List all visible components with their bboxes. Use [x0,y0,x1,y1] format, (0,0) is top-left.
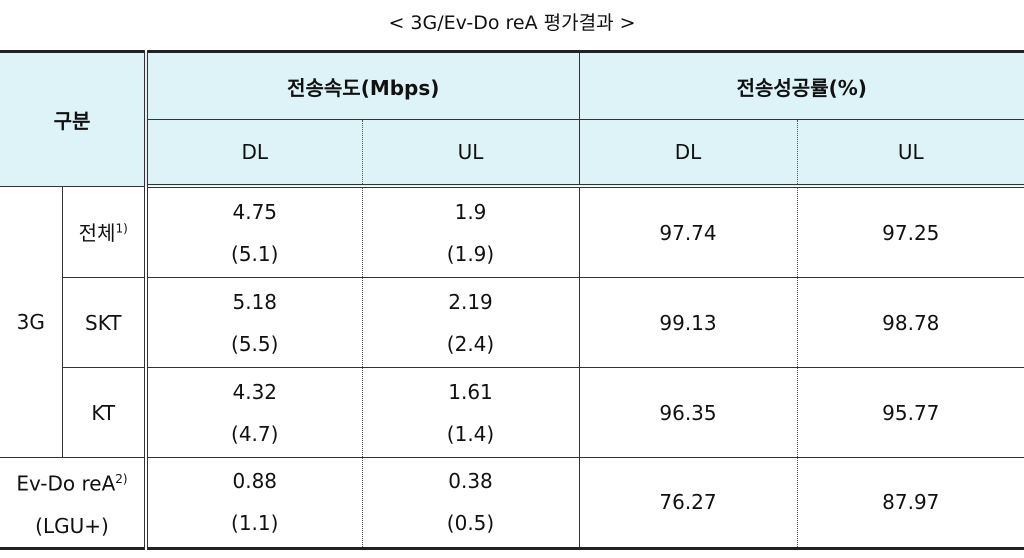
sub-header: DL [579,119,798,188]
name-cell: Ev-Do reA2) (LGU+) [0,457,148,550]
value: (0.5) [446,511,495,536]
value: (1.1) [231,511,279,536]
value: 4.75 [232,199,278,224]
carrier: (LGU+) [35,513,109,538]
cell: 95.77 [797,367,1024,458]
value: (4.7) [231,421,279,446]
value: (1.9) [446,241,495,266]
cell: 98.78 [797,277,1024,368]
cell: 0.38 (0.5) [362,457,580,550]
cell: 1.61 (1.4) [362,367,580,458]
cell: 4.32 (4.7) [146,367,363,458]
value: 4.32 [232,379,278,404]
cell: 76.27 [579,457,798,550]
cell: 96.35 [579,367,798,458]
value: 1.61 [448,379,493,404]
value: 2.19 [448,289,493,314]
cell: 5.18 (5.5) [146,277,363,368]
success-header: 전송성공률(%) [579,50,1024,120]
cell: 1.9 (1.9) [362,185,580,278]
name-cell: 전체1) [62,185,148,278]
value: 0.38 [448,469,493,494]
table-title: < 3G/Ev-Do reA 평가결과 > [388,12,636,34]
name: Ev-Do reA [16,471,116,496]
cell: 97.25 [797,185,1024,278]
group-cell: 3G [0,185,63,458]
name-cell: SKT [62,277,148,368]
name: 전체 [78,221,116,246]
value: (5.5) [231,331,279,356]
value: 1.9 [454,199,487,224]
cell: 0.88 (1.1) [146,457,363,550]
cell: 87.97 [797,457,1024,550]
cell: 97.74 [579,185,798,278]
group-header: 구분 [0,50,148,186]
cell: 99.13 [579,277,798,368]
note: 1) [115,221,128,236]
cell: 4.75 (5.1) [146,185,363,278]
value: (1.4) [446,421,495,446]
value: 5.18 [232,289,278,314]
cell: 2.19 (2.4) [362,277,580,368]
sub-header: UL [797,119,1024,188]
name-cell: KT [62,367,148,458]
results-table: 구분 전송속도(Mbps) 전송성공률(%) DL UL DL UL 3G 전체… [0,50,1024,550]
value: (5.1) [231,241,279,266]
sub-header: DL [146,119,363,188]
sub-header: UL [362,119,580,188]
value: (2.4) [446,331,495,356]
speed-header: 전송속도(Mbps) [146,50,580,120]
note: 2) [115,472,128,486]
value: 0.88 [232,469,278,494]
